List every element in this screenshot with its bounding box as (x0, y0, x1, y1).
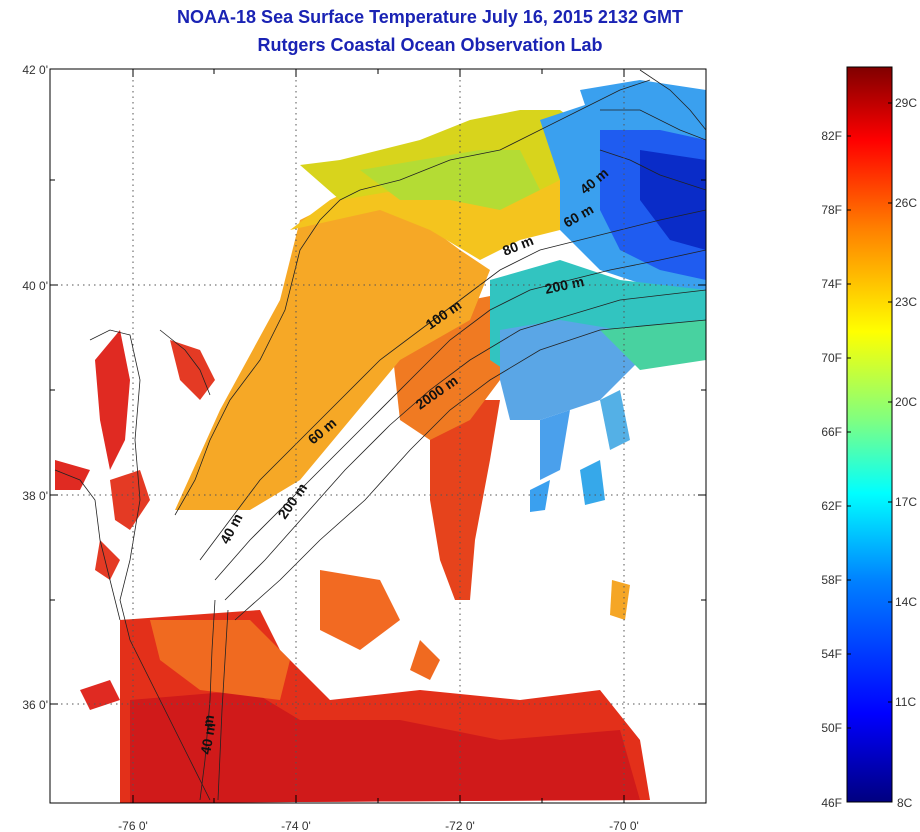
map-subtitle: Rutgers Coastal Ocean Observation Lab (257, 35, 603, 55)
fahrenheit-label: 54F (821, 647, 842, 661)
lon-label: -74 0' (281, 819, 311, 832)
celsius-label: 17C (895, 495, 917, 509)
contour-label: m (199, 713, 217, 728)
fahrenheit-label: 74F (821, 277, 842, 291)
celsius-label: 29C (895, 96, 917, 110)
frame-ticks (50, 69, 706, 803)
fahrenheit-label: 62F (821, 499, 842, 513)
colorbar-ramp (846, 66, 893, 803)
lat-label: 40 0' (22, 279, 48, 293)
fahrenheit-label: 50F (821, 721, 842, 735)
fahrenheit-label: 70F (821, 351, 842, 365)
lon-label: -70 0' (609, 819, 639, 832)
sst-field: 40 m 60 m 80 m 200 m 100 m 2000 m 60 m 2… (50, 69, 706, 803)
lat-label: 36 0' (22, 698, 48, 712)
map-frame: 40 m 60 m 80 m 200 m 100 m 2000 m 60 m 2… (22, 63, 707, 832)
map-title: NOAA-18 Sea Surface Temperature July 16,… (177, 7, 683, 27)
fahrenheit-label: 58F (821, 573, 842, 587)
celsius-label: 20C (895, 395, 917, 409)
lat-label: 42 0' (22, 63, 48, 77)
colorbar-ticks (847, 102, 892, 729)
colorbar: 82F 78F 74F 70F 66F 62F 58F 54F 50F 46F … (821, 66, 917, 810)
fahrenheit-label: 82F (821, 129, 842, 143)
celsius-label: 8C (897, 796, 913, 810)
celsius-label: 23C (895, 295, 917, 309)
fahrenheit-label: 46F (821, 796, 842, 810)
lon-label: -72 0' (445, 819, 475, 832)
celsius-label: 11C (895, 695, 916, 709)
celsius-label: 26C (895, 196, 917, 210)
fahrenheit-label: 66F (821, 425, 842, 439)
lat-label: 38 0' (22, 489, 48, 503)
fahrenheit-label: 78F (821, 203, 842, 217)
celsius-label: 14C (895, 595, 917, 609)
lon-label: -76 0' (118, 819, 148, 832)
contour-label: 40 m (197, 721, 218, 755)
